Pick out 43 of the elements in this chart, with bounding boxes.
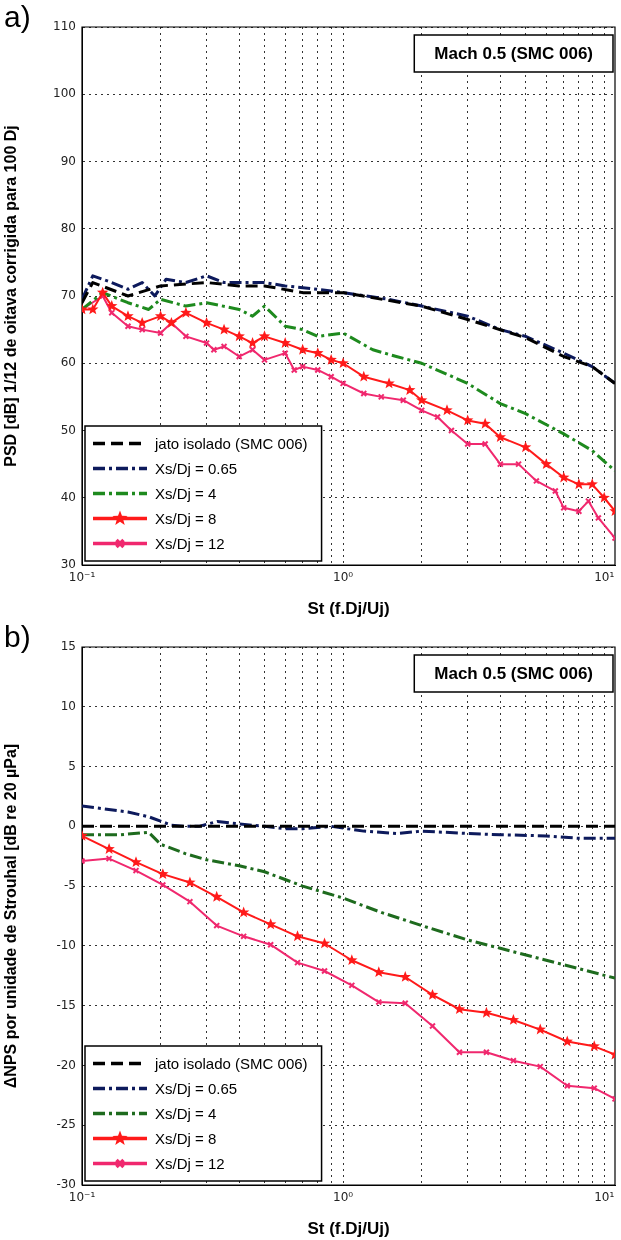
chart-title: b) [4,620,31,654]
legend-label: Xs/Dj = 0.65 [155,459,238,477]
y-tick-label: -20 [56,1057,76,1072]
x-axis-title: St (f.Dj/Uj) [307,599,390,619]
legend-label: Xs/Dj = 4 [155,484,217,502]
y-tick-label: 90 [60,153,76,168]
legend-label: jato isolado (SMC 006) [154,434,308,452]
y-tick-label: 15 [60,639,76,654]
y-tick-label: 100 [53,86,76,101]
y-tick-label: -10 [56,938,76,953]
y-tick-label: 10 [60,698,76,713]
legend-label: Xs/Dj = 8 [155,1129,217,1147]
x-tick-label: 10⁰ [333,570,354,585]
y-tick-label: 0 [68,818,76,833]
y-tick-label: 40 [60,489,76,504]
y-tick-label: 110 [53,19,76,34]
chart-title: a) [4,0,31,34]
x-tick-label: 10¹ [594,1190,615,1205]
annotation: Mach 0.5 (SMC 006) [434,664,594,684]
x-tick-label: 10⁻¹ [68,570,96,585]
legend-label: Xs/Dj = 8 [155,509,217,527]
y-tick-label: 70 [60,288,76,303]
x-axis-title: St (f.Dj/Uj) [307,1219,390,1239]
y-tick-label: -15 [56,997,76,1012]
legend-label: Xs/Dj = 4 [155,1104,217,1122]
legend-label: Xs/Dj = 0.65 [155,1079,238,1097]
legend-label: Xs/Dj = 12 [155,1154,225,1172]
x-tick-label: 10⁻¹ [68,1190,96,1205]
y-axis-title: ΔNPS por unidade de Strouhal [dB re 20 µPa] [2,743,20,1089]
annotation: Mach 0.5 (SMC 006) [434,44,594,64]
y-tick-label: 60 [60,355,76,370]
y-tick-label: 80 [60,220,76,235]
x-tick-label: 10¹ [594,570,615,585]
y-tick-label: 30 [60,557,76,572]
legend-label: jato isolado (SMC 006) [154,1054,308,1072]
y-axis-title: PSD [dB] 1/12 de oitava corrigida para 100 Dj [2,125,20,467]
y-tick-label: -25 [56,1117,76,1132]
y-tick-label: 5 [68,758,76,773]
legend-label: Xs/Dj = 12 [155,534,225,552]
x-tick-label: 10⁰ [333,1190,354,1205]
y-tick-label: -5 [64,878,76,893]
y-tick-label: 50 [60,422,76,437]
y-tick-label: -30 [56,1177,76,1192]
